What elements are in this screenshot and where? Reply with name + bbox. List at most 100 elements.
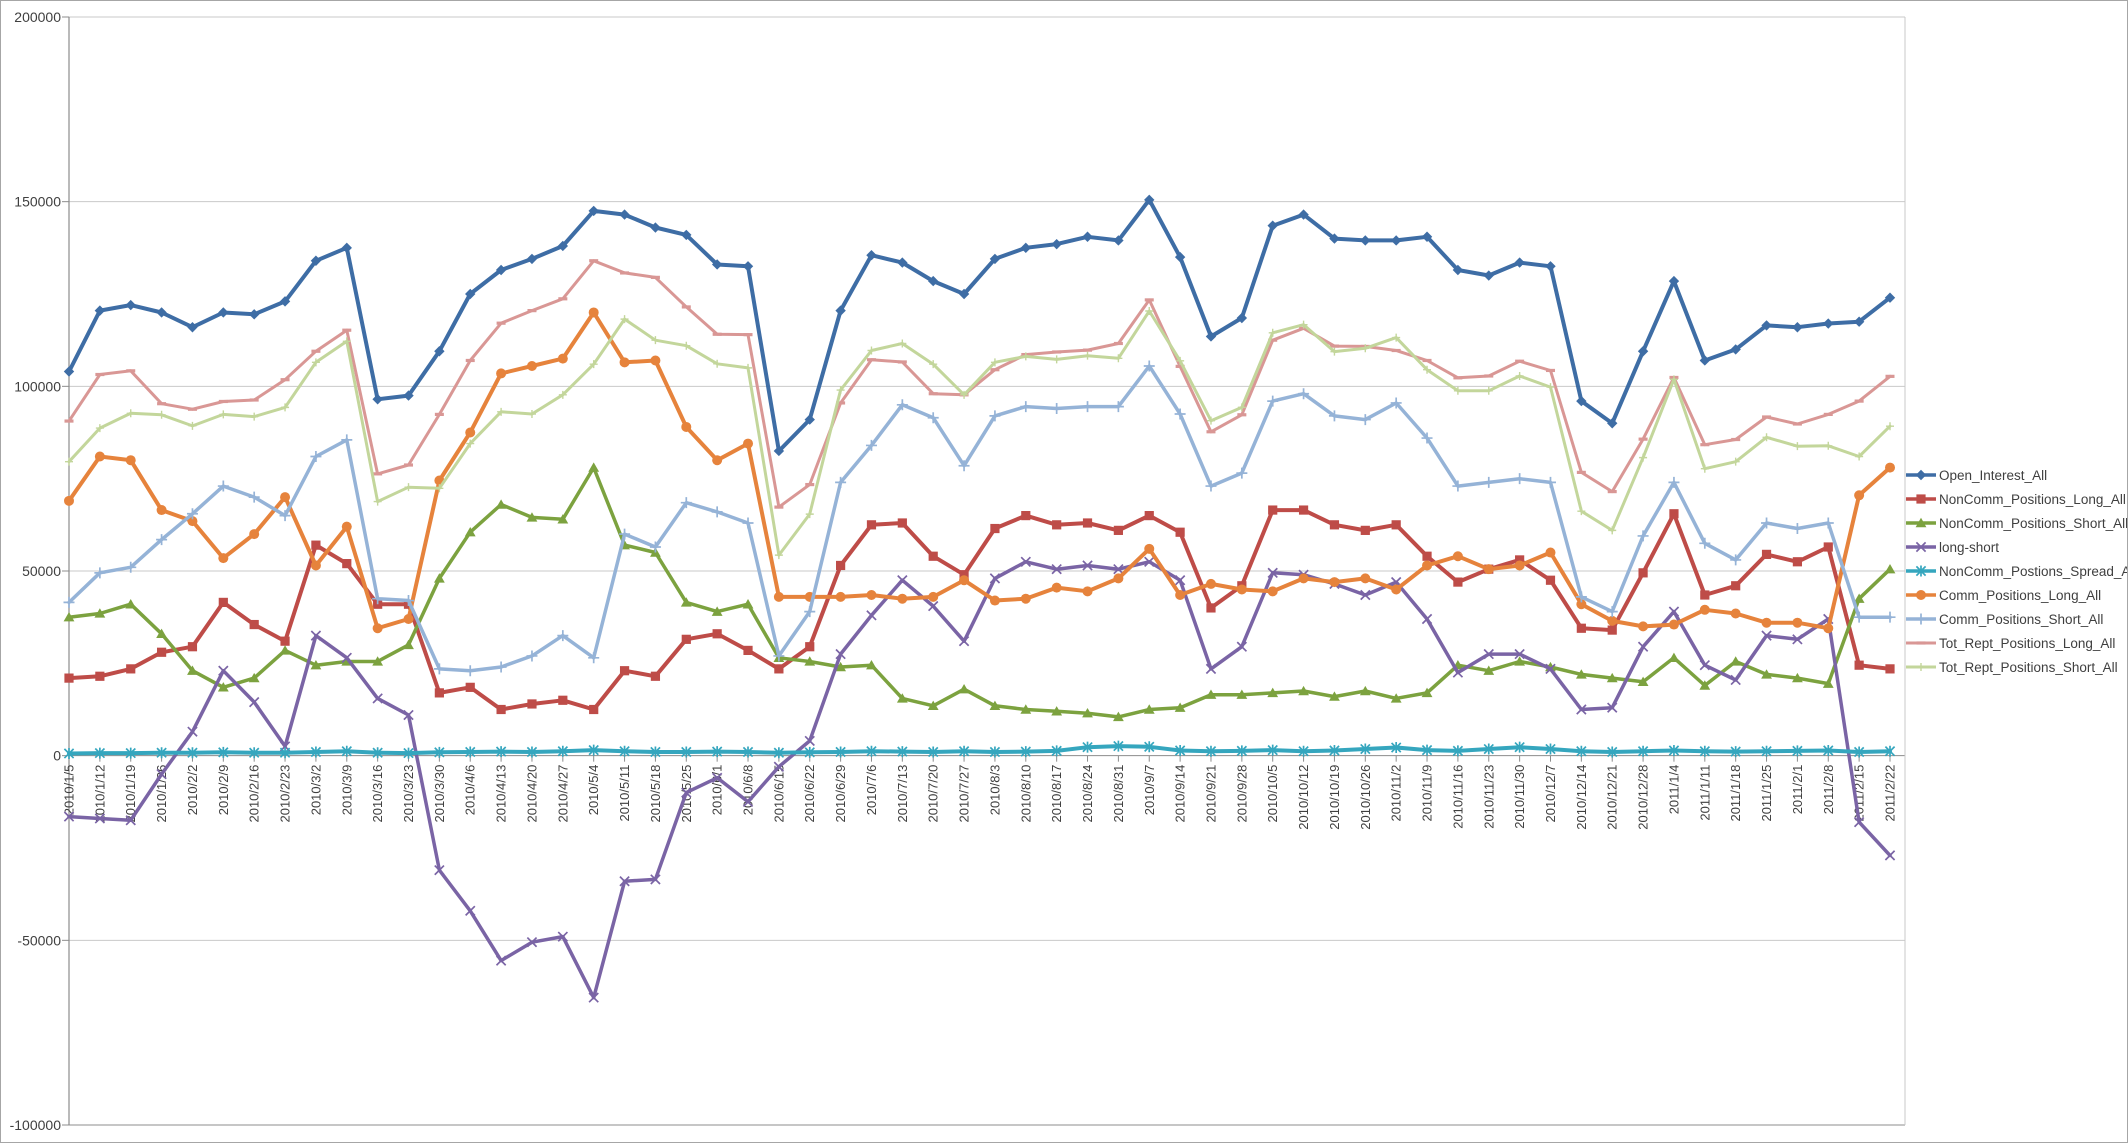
asterisk-marker-icon (526, 746, 538, 758)
x-marker-icon (1514, 648, 1525, 660)
x-axis-label: 2010/10/26 (1358, 765, 1373, 830)
x-marker-icon (1082, 560, 1093, 571)
asterisk-marker-icon (279, 747, 291, 759)
legend-item-Open_Interest_All[interactable]: Open_Interest_All (1906, 468, 2047, 483)
x-marker-icon (1020, 556, 1032, 567)
triangle-marker-icon (1020, 704, 1032, 714)
plus-marker-icon (1174, 408, 1186, 420)
asterisk-marker-icon (1174, 744, 1186, 756)
series-line[interactable] (67, 465, 1892, 719)
triangle-marker-icon (989, 700, 1001, 711)
plus-marker-icon (1267, 395, 1279, 407)
triangle-marker-icon (1112, 711, 1124, 722)
square-marker-icon (1515, 555, 1525, 565)
plus-marker-icon (744, 363, 753, 372)
series-line[interactable] (67, 560, 1892, 1000)
x-axis-label: 2010/1/12 (92, 765, 107, 823)
x-axis-label: 2010/9/28 (1234, 765, 1249, 823)
series-Open_Interest_All[interactable] (63, 194, 1896, 457)
legend-item-NonComm_Positions_Long_All[interactable]: NonComm_Positions_Long_All (1906, 492, 2126, 507)
series-NonComm_Postions_Spread_All[interactable] (63, 740, 1896, 759)
series-line[interactable] (67, 744, 1892, 756)
triangle-marker-icon (526, 512, 538, 522)
series-line[interactable] (67, 310, 1892, 631)
x-marker-icon (619, 876, 630, 887)
series-line[interactable] (67, 508, 1892, 712)
legend-item-NonComm_Positions_Short_All[interactable]: NonComm_Positions_Short_All (1906, 516, 2127, 531)
x-axis-label: 2010/7/13 (895, 765, 910, 823)
legend-item-Tot_Rept_Positions_Short_All[interactable]: Tot_Rept_Positions_Short_All (1906, 660, 2118, 675)
legend-item-long-short[interactable]: long-short (1906, 540, 1999, 555)
x-marker-icon (1421, 613, 1433, 625)
diamond-marker-icon (1267, 220, 1278, 231)
circle-marker-icon (125, 455, 136, 466)
diamond-marker-icon (1329, 233, 1340, 244)
x-marker-icon (711, 772, 723, 784)
series-Tot_Rept_Positions_Short_All[interactable] (65, 306, 1894, 560)
series-long-short[interactable] (63, 556, 1896, 1003)
legend-item-Tot_Rept_Positions_Long_All[interactable]: Tot_Rept_Positions_Long_All (1906, 636, 2115, 651)
x-marker-icon (465, 905, 476, 916)
dash-marker-icon (589, 259, 599, 263)
series-Comm_Positions_Short_All[interactable] (63, 360, 1896, 677)
legend-label: long-short (1939, 540, 1999, 555)
asterisk-marker-icon (1051, 745, 1062, 757)
plus-marker-icon (1730, 554, 1742, 566)
x-axis-label: 2010/11/23 (1481, 765, 1496, 829)
series-NonComm_Positions_Short_All[interactable] (63, 462, 1896, 722)
diamond-marker-icon (495, 264, 507, 276)
series-Comm_Positions_Long_All[interactable] (64, 307, 1895, 634)
asterisk-marker-icon (619, 745, 630, 757)
plus-marker-icon (1423, 365, 1432, 374)
x-marker-icon (1113, 563, 1124, 575)
series-line[interactable] (67, 197, 1892, 453)
series-NonComm_Positions_Long_All[interactable] (64, 505, 1895, 715)
x-marker-icon (650, 874, 661, 885)
dash-marker-icon (620, 271, 630, 275)
series-line[interactable] (67, 364, 1892, 673)
diamond-marker-icon (1576, 395, 1587, 407)
plus-marker-icon (711, 506, 723, 518)
x-axis-label: 2010/1/5 (62, 765, 77, 816)
x-marker-icon (1267, 567, 1278, 579)
asterisk-marker-icon (1915, 565, 1927, 577)
x-marker-icon (125, 815, 136, 826)
x-axis-label: 2011/2/1 (1790, 765, 1805, 815)
x-axis-label: 2010/6/29 (833, 765, 848, 823)
asterisk-marker-icon (1020, 746, 1032, 758)
plus-marker-icon (1082, 401, 1094, 413)
x-axis-label: 2010/12/28 (1636, 765, 1651, 830)
circle-marker-icon (280, 492, 291, 503)
series-Tot_Rept_Positions_Long_All[interactable] (64, 259, 1895, 509)
plus-marker-icon (682, 341, 691, 350)
legend-item-Comm_Positions_Short_All[interactable]: Comm_Positions_Short_All (1906, 612, 2103, 627)
triangle-marker-icon (835, 661, 847, 672)
diamond-marker-icon (1205, 331, 1217, 342)
square-marker-icon (1391, 520, 1401, 530)
square-marker-icon (1885, 664, 1895, 674)
asterisk-marker-icon (434, 746, 445, 758)
legend-item-NonComm_Postions_Spread_All[interactable]: NonComm_Postions_Spread_All (1906, 564, 2127, 579)
square-marker-icon (1731, 581, 1741, 591)
dash-marker-icon (1175, 364, 1185, 368)
legend-item-Comm_Positions_Long_All[interactable]: Comm_Positions_Long_All (1906, 588, 2101, 603)
diamond-marker-icon (403, 390, 414, 401)
triangle-marker-icon (1359, 685, 1371, 696)
plus-marker-icon (526, 650, 538, 662)
circle-marker-icon (1730, 608, 1741, 619)
asterisk-marker-icon (1390, 742, 1402, 754)
circle-marker-icon (218, 553, 229, 564)
asterisk-marker-icon (156, 747, 167, 759)
x-marker-icon (1668, 606, 1680, 617)
x-axis-label: 2010/3/9 (339, 765, 354, 816)
x-marker-icon (495, 955, 507, 966)
asterisk-marker-icon (1853, 746, 1865, 758)
asterisk-marker-icon (1421, 744, 1433, 756)
triangle-marker-icon (866, 659, 877, 670)
series-line[interactable] (67, 259, 1892, 509)
square-marker-icon (126, 664, 136, 674)
series-line[interactable] (67, 309, 1892, 557)
x-marker-icon (94, 813, 106, 824)
triangle-marker-icon (187, 665, 198, 675)
triangle-marker-icon (1174, 702, 1186, 712)
